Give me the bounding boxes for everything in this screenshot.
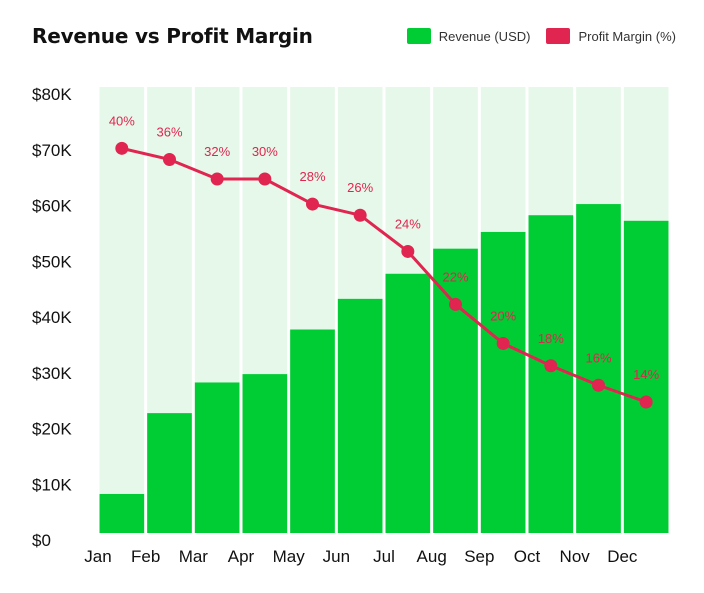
revenue-bar (194, 382, 240, 533)
legend-label-profit-margin: Profit Margin (%) (578, 28, 676, 44)
profit-margin-label: 36% (156, 124, 182, 139)
y-tick-label: $20K (32, 420, 72, 439)
profit-margin-point (401, 244, 415, 258)
x-tick-label: Jan (84, 547, 111, 566)
y-tick-label: $70K (32, 141, 72, 160)
x-tick-label: Oct (514, 547, 541, 566)
profit-margin-point (258, 172, 272, 186)
profit-margin-label: 24% (395, 216, 421, 231)
revenue-bar (623, 220, 669, 534)
revenue-bar (99, 493, 145, 533)
profit-margin-point (306, 197, 319, 211)
legend-swatch-revenue (406, 28, 431, 44)
legend-item-profit-margin: Profit Margin (%) (546, 28, 676, 44)
profit-margin-label: 22% (442, 269, 468, 284)
profit-margin-label: 26% (347, 180, 373, 195)
profit-margin-point (592, 378, 605, 392)
revenue-bar (242, 374, 288, 533)
profit-margin-point (115, 141, 129, 155)
profit-margin-point (544, 359, 558, 373)
x-tick-label: May (273, 547, 306, 566)
profit-margin-label: 18% (538, 331, 564, 346)
profit-margin-point (163, 152, 176, 166)
x-tick-label: Dec (607, 547, 638, 566)
x-tick-label: Nov (560, 547, 591, 566)
revenue-bar (576, 204, 621, 533)
legend-swatch-profit-margin (546, 28, 571, 44)
profit-margin-point (639, 395, 653, 409)
x-tick-label: Sep (464, 547, 494, 566)
revenue-bar (433, 248, 478, 534)
revenue-bar (290, 329, 335, 533)
x-tick-label: Feb (131, 547, 160, 566)
revenue-bar (385, 273, 431, 533)
y-tick-label: $40K (32, 308, 72, 327)
x-tick-label: Jun (323, 547, 350, 566)
x-tick-label: Jul (373, 547, 395, 566)
x-tick-label: Apr (228, 547, 255, 566)
profit-margin-label: 20% (490, 308, 516, 323)
y-tick-label: $0 (32, 531, 51, 550)
y-tick-label: $30K (32, 364, 72, 383)
profit-margin-label: 14% (633, 367, 659, 382)
profit-margin-label: 30% (252, 144, 278, 159)
profit-margin-label: 32% (204, 144, 230, 159)
profit-margin-label: 16% (585, 350, 611, 365)
profit-margin-line (121, 146, 647, 404)
profit-margin-point (496, 336, 510, 350)
revenue-bar (147, 413, 192, 533)
profit-margin-point (210, 172, 224, 186)
column-band (99, 87, 145, 533)
legend-item-revenue: Revenue (USD) (406, 28, 531, 44)
chart-title: Revenue vs Profit Margin (32, 24, 313, 48)
y-tick-label: $10K (32, 475, 72, 494)
y-tick-label: $80K (32, 85, 72, 104)
x-tick-label: Mar (179, 547, 209, 566)
revenue-bar (480, 231, 526, 533)
legend: Revenue (USD) Profit Margin (%) (406, 28, 676, 44)
profit-margin-point (449, 297, 462, 311)
revenue-bar (528, 215, 574, 533)
legend-label-revenue: Revenue (USD) (438, 28, 531, 44)
profit-margin-label: 40% (109, 113, 135, 128)
revenue-bar (337, 298, 383, 533)
y-tick-label: $60K (32, 197, 72, 216)
profit-margin-point (353, 208, 367, 222)
profit-margin-label: 28% (299, 169, 325, 184)
x-tick-label: Aug (417, 547, 447, 566)
y-tick-label: $50K (32, 252, 72, 271)
